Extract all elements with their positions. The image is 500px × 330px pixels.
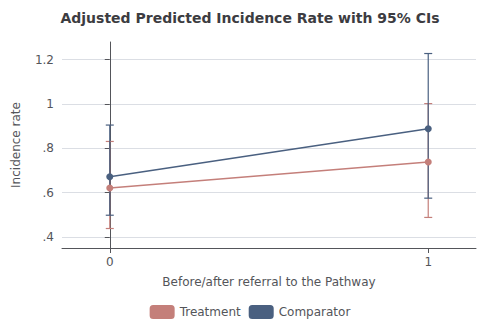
svg-text:Adjusted Predicted Incidence R: Adjusted Predicted Incidence Rate with 9… xyxy=(60,10,439,26)
svg-text:0: 0 xyxy=(106,255,114,269)
svg-text:.6: .6 xyxy=(43,186,54,200)
svg-text:.8: .8 xyxy=(43,141,54,155)
svg-text:Before/after referral to the P: Before/after referral to the Pathway xyxy=(162,275,375,289)
svg-text:Treatment: Treatment xyxy=(179,305,241,319)
svg-text:1: 1 xyxy=(424,255,432,269)
svg-text:Comparator: Comparator xyxy=(279,305,351,319)
svg-text:.4: .4 xyxy=(43,230,54,244)
svg-text:Incidence rate: Incidence rate xyxy=(9,102,23,188)
svg-text:1.2: 1.2 xyxy=(35,53,54,67)
svg-text:1: 1 xyxy=(46,97,54,111)
